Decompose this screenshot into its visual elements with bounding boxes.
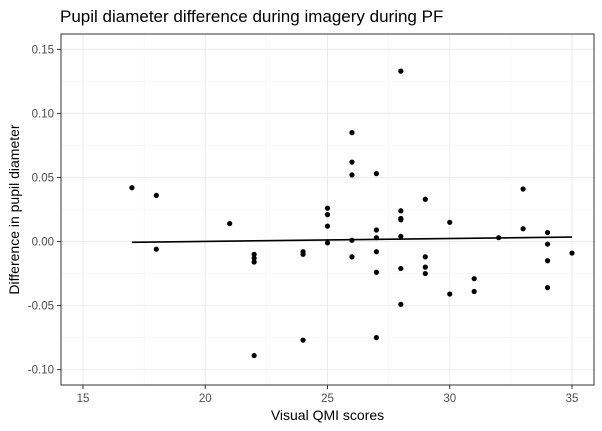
data-point (251, 259, 257, 265)
data-point (300, 251, 306, 257)
data-point (398, 217, 404, 223)
data-point (300, 337, 306, 343)
data-point (398, 265, 404, 272)
data-point (373, 171, 379, 177)
y-tick-label: 0.10 (32, 108, 54, 120)
data-point (520, 226, 526, 232)
x-tick-label: 35 (566, 393, 579, 405)
y-axis-title: Difference in pupil diameter (6, 124, 22, 295)
chart-title: Pupil diameter difference during imagery… (60, 7, 443, 26)
data-point (324, 240, 331, 246)
data-point (373, 227, 379, 233)
x-axis-title: Visual QMI scores (271, 407, 384, 423)
data-point (373, 235, 379, 241)
data-point (447, 219, 453, 225)
data-point (471, 288, 477, 295)
data-point (422, 196, 428, 202)
x-tick-label: 30 (443, 393, 456, 405)
data-point (373, 335, 379, 341)
data-point (520, 186, 526, 192)
data-point (398, 233, 404, 240)
data-point (544, 285, 551, 291)
data-point (153, 192, 159, 199)
y-tick-label: -0.05 (28, 301, 54, 313)
data-point (373, 269, 379, 275)
data-point (471, 276, 477, 282)
data-point (398, 208, 404, 214)
data-point (251, 352, 257, 359)
data-point (544, 241, 551, 247)
data-point (447, 291, 453, 297)
data-point (129, 185, 135, 191)
data-point (569, 250, 575, 256)
data-point (544, 229, 551, 236)
data-point (544, 258, 551, 264)
data-point (324, 223, 331, 229)
y-tick-label: 0.05 (32, 172, 54, 184)
data-point (349, 172, 355, 178)
data-point (153, 246, 159, 252)
data-point (398, 68, 404, 74)
data-point (251, 251, 257, 257)
data-point (251, 255, 257, 261)
x-tick-label: 25 (321, 393, 334, 405)
axis-ticks: 15 20 25 30 35 -0.10 -0.05 0.00 0.05 0.10 0.15 (28, 44, 579, 405)
data-point (349, 130, 355, 136)
data-point (227, 220, 233, 227)
data-points (129, 68, 575, 359)
data-point (324, 212, 331, 218)
y-tick-label: 0.00 (32, 237, 54, 249)
data-point (422, 254, 428, 260)
data-point (324, 205, 331, 211)
data-point (422, 264, 428, 270)
data-point (373, 249, 379, 255)
x-tick-label: 15 (77, 393, 90, 405)
y-tick-label: 0.15 (32, 44, 54, 56)
data-point (496, 235, 502, 241)
data-point (349, 159, 355, 165)
data-point (349, 237, 355, 243)
x-tick-label: 20 (199, 393, 212, 405)
data-point (422, 270, 428, 277)
y-tick-label: -0.10 (28, 365, 54, 377)
data-point (349, 254, 355, 260)
data-point (398, 301, 404, 307)
